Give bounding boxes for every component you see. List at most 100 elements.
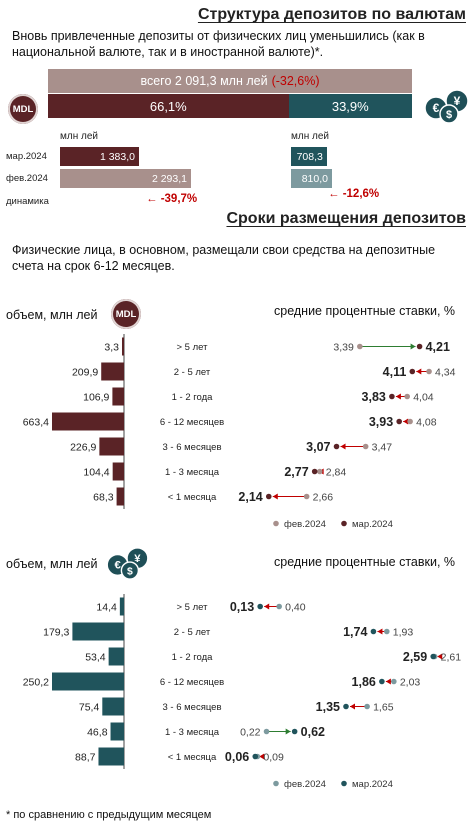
fx-volume-label: объем, млн лей	[6, 557, 98, 571]
volume-bar	[110, 722, 124, 741]
rate-label-feb: 2,84	[326, 467, 347, 479]
rate-label-mar: 2,77	[284, 465, 308, 479]
rate-point-feb	[407, 418, 413, 425]
rate-point-mar	[416, 343, 423, 350]
rate-label-mar: 1,35	[316, 700, 340, 714]
term-label: 6 - 12 месяцев	[160, 417, 224, 428]
legend-mar-label: мар.2024	[352, 779, 393, 790]
legend-feb-label: фев.2024	[284, 779, 326, 790]
rate-change-arrow	[340, 443, 346, 450]
rate-point-mar	[252, 753, 259, 760]
mdl-dynamics-value: -39,7%	[160, 193, 198, 205]
structure-subtitle: Вновь привлеченные депозиты от физически…	[12, 29, 425, 59]
rate-label-mar: 2,14	[238, 490, 262, 504]
rate-label-mar: 1,86	[352, 675, 376, 689]
mdl-volume-label: объем, млн лей	[6, 308, 98, 322]
rate-point-mar	[430, 653, 437, 660]
rate-point-mar	[379, 678, 385, 685]
legend-feb-marker	[273, 520, 279, 527]
term-label: < 1 месяца	[168, 492, 217, 503]
rate-point-mar	[257, 603, 263, 610]
fx-coins-icon: € ¥ $	[106, 547, 149, 580]
volume-value: 663,4	[23, 417, 49, 429]
fx-volume-bar: 708,3	[291, 147, 327, 166]
arrow-left-icon: ←	[146, 193, 161, 205]
period-label: фев.2024	[6, 173, 48, 184]
rate-point-mar	[343, 703, 349, 710]
volume-bar	[98, 747, 124, 766]
volume-bar	[102, 697, 124, 716]
rate-point-feb	[364, 703, 370, 710]
rate-label-mar: 0,13	[230, 600, 254, 614]
footnote: * по сравнению с предыдущим месяцем	[6, 809, 212, 821]
volume-bar	[99, 437, 124, 456]
fx-dynamics-value: -12,6%	[342, 188, 380, 200]
rate-label-feb: 4,34	[435, 367, 456, 379]
total-bar: всего 2 091,3 млн лей (-32,6%)	[48, 69, 412, 93]
arrow-left-icon: ←	[328, 188, 343, 200]
volume-value: 104,4	[83, 467, 109, 479]
mdl-chart-badge-icon: MDL	[111, 299, 141, 329]
rate-change-arrow	[403, 418, 409, 425]
fx-share: 33,9%	[288, 94, 412, 118]
volume-bar	[52, 412, 124, 431]
rate-label-mar: 3,93	[369, 415, 393, 429]
volume-bar	[116, 487, 124, 506]
rate-label-feb: 3,39	[333, 342, 354, 354]
svg-text:$: $	[446, 109, 452, 121]
term-label: 6 - 12 месяцев	[160, 677, 224, 688]
mdl-share: 66,1%	[48, 94, 289, 118]
rate-change-arrow	[385, 678, 391, 685]
rate-change-arrow	[437, 653, 443, 660]
volume-value: 53,4	[85, 652, 106, 664]
rate-label-mar: 0,06	[225, 750, 249, 764]
legend-feb-label: фев.2024	[284, 519, 326, 530]
svg-text:€: €	[433, 101, 440, 115]
rate-point-feb	[391, 678, 397, 685]
svg-text:¥: ¥	[454, 94, 461, 108]
rate-label-feb: 2,66	[313, 492, 334, 504]
structure-title: Структура депозитов по валютам	[197, 6, 466, 23]
rate-label-feb: 3,47	[372, 442, 393, 454]
period-label: мар.2024	[6, 151, 47, 162]
term-label: 2 - 5 лет	[174, 367, 211, 378]
rate-label-mar: 3,83	[362, 390, 386, 404]
fx-rates-label: средние процентные ставки, %	[274, 555, 456, 569]
mdl-rates-label: средние процентные ставки, %	[274, 304, 456, 318]
rate-change-arrow	[416, 368, 422, 375]
rate-point-mar	[265, 493, 272, 500]
volume-bar	[122, 337, 124, 356]
volume-value: 46,8	[87, 727, 108, 739]
rate-change-arrow	[395, 393, 401, 400]
volume-bar	[119, 597, 124, 616]
rate-point-feb	[276, 603, 282, 610]
legend-mar-label: мар.2024	[352, 519, 393, 530]
volume-value: 75,4	[79, 702, 100, 714]
rate-point-mar	[291, 728, 298, 735]
mdl-terms-chart: 3,3 > 5 лет 3,39 4,21 209,9 2 - 5 лет 4,34 4,11…	[23, 334, 456, 530]
volume-value: 226,9	[70, 442, 96, 454]
currency-share-bar: 66,1% 33,9%	[48, 94, 412, 118]
rate-label-mar: 2,59	[403, 650, 427, 664]
euro-dollar-yen-coins-icon: € ¥ $	[424, 89, 469, 124]
term-label: 2 - 5 лет	[174, 627, 211, 638]
term-label: 1 - 2 года	[172, 392, 214, 403]
svg-text:€: €	[114, 560, 121, 572]
mdl-volume-bar: 2 293,1	[60, 169, 191, 188]
term-label: > 5 лет	[177, 342, 209, 353]
rate-point-mar	[396, 418, 402, 425]
legend-mar-marker	[341, 780, 347, 787]
rate-point-feb	[357, 343, 363, 350]
volume-value: 14,4	[96, 602, 117, 614]
fx-terms-chart: 14,4 > 5 лет 0,40 0,13 179,3 2 - 5 лет 1,93 1,7…	[23, 594, 461, 790]
fx-volume-bar: 810,0	[291, 169, 332, 188]
rate-label-feb: 4,04	[413, 392, 434, 404]
rate-point-mar	[311, 468, 318, 475]
rate-point-feb	[316, 468, 323, 475]
rate-label-feb: 1,65	[373, 702, 394, 714]
term-label: 1 - 3 месяца	[165, 467, 220, 478]
legend-feb-marker	[273, 780, 279, 787]
rate-change-arrow	[264, 603, 270, 610]
rate-point-feb	[303, 493, 310, 500]
term-label: 1 - 2 года	[172, 652, 214, 663]
